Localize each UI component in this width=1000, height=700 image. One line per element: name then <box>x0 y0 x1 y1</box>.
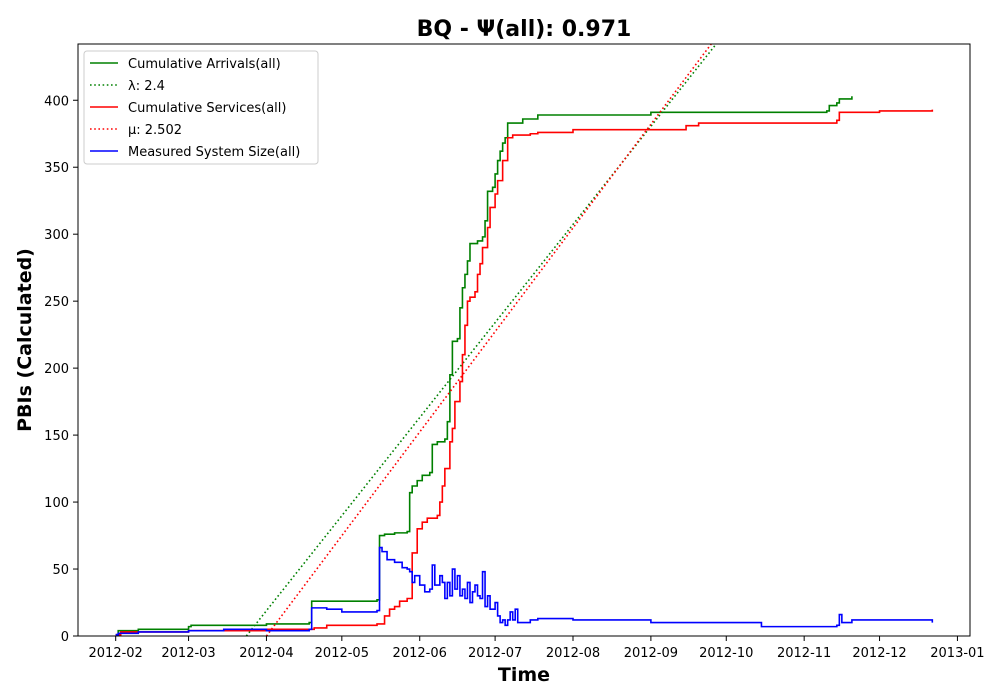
series-line-3 <box>265 44 712 636</box>
x-tick-label: 2012-12 <box>852 646 906 661</box>
x-tick-label: 2012-09 <box>624 646 678 661</box>
y-tick-label: 250 <box>44 295 69 310</box>
series-layer <box>115 44 934 636</box>
x-tick-label: 2012-04 <box>239 646 293 661</box>
series-line-2 <box>115 109 934 636</box>
y-tick-label: 350 <box>44 161 69 176</box>
x-tick-label: 2012-05 <box>315 646 369 661</box>
x-axis: 2012-02 2012-03 2012-04 2012-05 2012-06 2012-… <box>89 636 985 661</box>
legend-label: λ: 2.4 <box>128 79 165 94</box>
x-tick-label: 2012-08 <box>546 646 600 661</box>
legend-label: μ: 2.502 <box>128 123 182 138</box>
x-tick-label: 2012-06 <box>393 646 447 661</box>
x-tick-label: 2012-03 <box>161 646 215 661</box>
y-tick-label: 300 <box>44 228 69 243</box>
y-axis-label: PBIs (Calculated) <box>14 248 36 432</box>
y-tick-label: 400 <box>44 94 69 109</box>
y-axis: 0 50 100 150 200 250 300 350 400 <box>44 94 78 645</box>
legend-label: Cumulative Arrivals(all) <box>128 57 281 72</box>
legend-frame <box>83 50 319 165</box>
legend: Cumulative Arrivals(all) λ: 2.4 Cumulative… <box>83 50 319 165</box>
legend-label: Cumulative Services(all) <box>128 101 286 116</box>
x-tick-label: 2012-07 <box>468 646 522 661</box>
x-tick-label: 2012-02 <box>89 646 143 661</box>
x-tick-label: 2012-10 <box>699 646 753 661</box>
legend-items: Cumulative Arrivals(all) λ: 2.4 Cumulative… <box>90 57 300 160</box>
series-group <box>115 44 934 636</box>
series-line-4 <box>115 546 934 636</box>
y-tick-label: 200 <box>44 362 69 377</box>
x-tick-label: 2012-11 <box>777 646 831 661</box>
y-tick-label: 150 <box>44 429 69 444</box>
plot-frame <box>77 43 971 637</box>
y-tick-label: 0 <box>61 630 69 645</box>
x-axis-label: Time <box>498 664 550 686</box>
chart-title: BQ - Ψ(all): 0.971 <box>417 17 632 42</box>
y-tick-label: 50 <box>52 563 69 578</box>
y-tick-label: 100 <box>44 496 69 511</box>
legend-label: Measured System Size(all) <box>128 145 300 160</box>
x-tick-label: 2013-01 <box>930 646 984 661</box>
series-line-0 <box>115 96 853 636</box>
